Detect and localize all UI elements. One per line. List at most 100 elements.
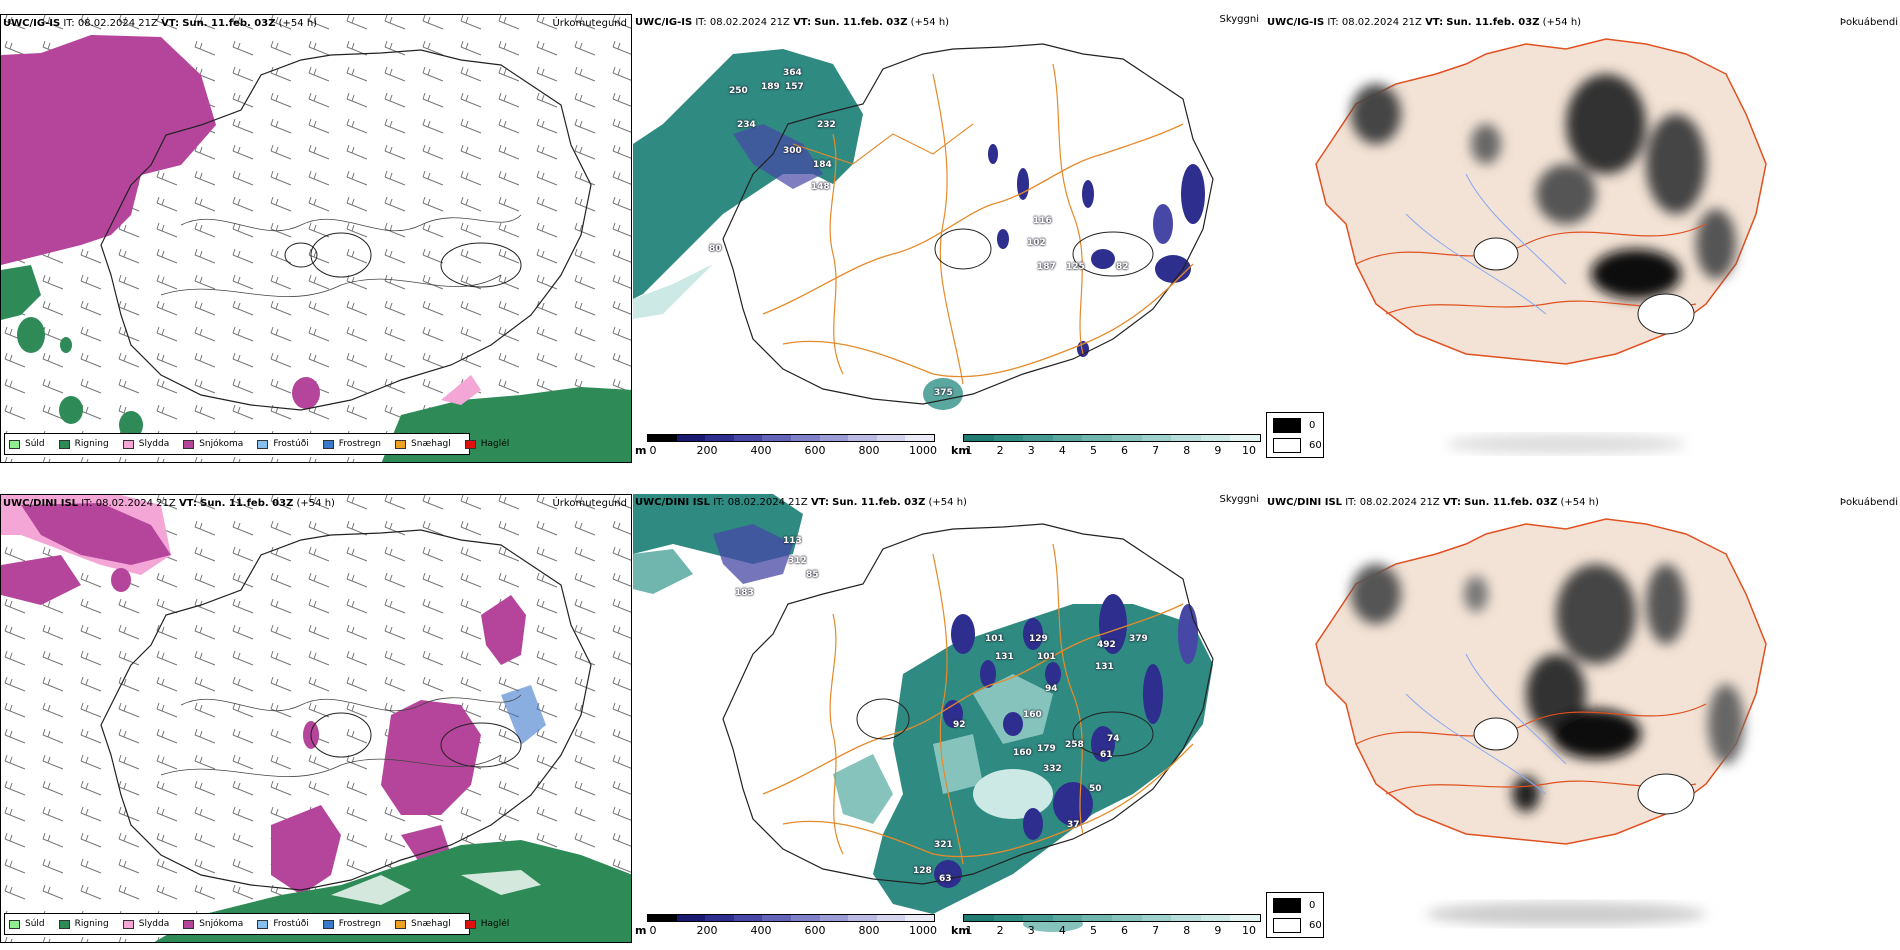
visibility-value-label: 492: [1097, 640, 1116, 650]
cloud-map-top: [1315, 38, 1767, 454]
vis-map-top: [633, 43, 1214, 410]
scale-tick: 9: [1214, 444, 1222, 457]
scale-tick: 200: [696, 444, 718, 457]
vt-value: Sun. 11.feb. 03Z: [1446, 17, 1540, 28]
it-value: 08.02.2024 21Z: [709, 17, 790, 28]
precip-legend-bottom: Súld Rigning Slydda Snjókoma Frostúði Frostre…: [4, 913, 509, 935]
legend-item: Rigning: [58, 439, 109, 449]
legend-label: Snæhagl: [411, 439, 451, 449]
cloud-legend-row: 0: [1273, 418, 1315, 433]
field-name: Skyggni: [1219, 14, 1259, 25]
legend-swatch: [395, 919, 407, 929]
visibility-value-label: 160: [1023, 710, 1042, 720]
legend-label: Frostúði: [273, 439, 309, 449]
visibility-value-label: 183: [735, 588, 754, 598]
visibility-value-label: 250: [729, 86, 748, 96]
legend-swatch: [58, 919, 70, 929]
visibility-value-label: 116: [1033, 216, 1052, 226]
vt-label: VT:: [161, 18, 180, 29]
scale-tick: 8: [1183, 444, 1191, 457]
field-name: Úrkomutegund: [552, 498, 627, 509]
it-value: 08.02.2024 21Z: [1341, 17, 1422, 28]
visibility-value-label: 94: [1045, 684, 1058, 694]
vis-header-bottom: UWC/DINI ISL IT: 08.02.2024 21Z VT: Sun.…: [635, 497, 967, 509]
legend-label: Slydda: [138, 439, 170, 449]
visibility-value-label: 160: [1013, 748, 1032, 758]
visibility-value-label: 187: [1037, 262, 1056, 272]
legend-swatch: [395, 439, 407, 449]
vt-value: Sun. 11.feb. 03Z: [1464, 497, 1558, 508]
legend-label: Haglél: [480, 919, 510, 929]
cloud-legend-swatch: [1273, 418, 1301, 433]
visibility-value-label: 148: [811, 182, 830, 192]
it-label: IT:: [81, 498, 93, 509]
legend-label: Frostregn: [338, 439, 382, 449]
vt-value: Sun. 11.feb. 03Z: [200, 498, 294, 509]
precip-panel-top: UWC/IG-IS IT: 08.02.2024 21Z VT: Sun. 11…: [0, 14, 632, 463]
legend-swatch: [464, 439, 476, 449]
model-name: UWC/DINI ISL: [1267, 497, 1343, 508]
scale-tick: 400: [750, 444, 772, 457]
visibility-value-label: 101: [1037, 652, 1056, 662]
visibility-value-label: 129: [1029, 634, 1048, 644]
vis-header-top: UWC/IG-IS IT: 08.02.2024 21Z VT: Sun. 11…: [635, 17, 949, 29]
visibility-value-label: 312: [788, 556, 807, 566]
visibility-value-label: 189: [761, 82, 780, 92]
scale-tick: 1: [965, 444, 973, 457]
it-label: IT:: [1345, 497, 1357, 508]
legend-swatch: [58, 439, 70, 449]
visibility-value-label: 375: [934, 388, 953, 398]
legend-label: Frostregn: [338, 919, 382, 929]
height-scale-bottom: m 0 200 400 600 800 1000: [635, 914, 937, 943]
scale-tick: 1: [965, 924, 973, 937]
scale-tick: 0: [649, 924, 657, 937]
lead-time: (+54 h): [1560, 497, 1599, 508]
vt-label: VT:: [1442, 497, 1461, 508]
legend-item: Súld: [9, 919, 45, 929]
legend-swatch: [183, 919, 195, 929]
scale-tick: 7: [1152, 444, 1160, 457]
visibility-value-label: 184: [813, 160, 832, 170]
model-name: UWC/IG-IS: [3, 18, 61, 29]
scale-tick: 1000: [909, 924, 937, 937]
cloud-legend-swatch: [1273, 918, 1301, 933]
visibility-value-label: 234: [737, 120, 756, 130]
it-label: IT:: [713, 497, 725, 508]
legend-item: Frostregn: [322, 919, 382, 929]
cloud-header-top: UWC/IG-IS IT: 08.02.2024 21Z VT: Sun. 11…: [1267, 17, 1581, 29]
legend-item: Snæhagl: [395, 439, 451, 449]
lead-time: (+54 h): [296, 498, 335, 509]
legend-label: Súld: [25, 919, 45, 929]
visibility-value-label: 131: [995, 652, 1014, 662]
legend-item: Frostúði: [257, 919, 309, 929]
cloud-map-bottom: [1315, 518, 1767, 926]
scale-tick: 600: [804, 444, 826, 457]
scale-tick: 4: [1058, 924, 1066, 937]
scale-unit: km: [951, 444, 970, 457]
vis-panel-bottom: UWC/DINI ISL IT: 08.02.2024 21Z VT: Sun.…: [633, 494, 1265, 943]
scale-tick: 10: [1242, 444, 1256, 457]
it-label: IT:: [1327, 17, 1339, 28]
scale-tick: 7: [1152, 924, 1160, 937]
visibility-value-label: 37: [1067, 820, 1080, 830]
cloud-header-bottom: UWC/DINI ISL IT: 08.02.2024 21Z VT: Sun.…: [1267, 497, 1599, 509]
scale-tick: 600: [804, 924, 826, 937]
visibility-value-label: 300: [783, 146, 802, 156]
precip-map-bottom: [1, 495, 631, 942]
it-value: 08.02.2024 21Z: [727, 497, 808, 508]
it-value: 08.02.2024 21Z: [1359, 497, 1440, 508]
vis-panel-top: UWC/IG-IS IT: 08.02.2024 21Z VT: Sun. 11…: [633, 14, 1265, 463]
field-name: Þokuábendi: [1839, 497, 1898, 508]
precip-header-bottom: UWC/DINI ISL IT: 08.02.2024 21Z VT: Sun.…: [3, 498, 335, 510]
cloud-legend-bottom: 0 60: [1266, 892, 1324, 938]
legend-swatch: [183, 439, 195, 449]
cloud-legend-label: 60: [1309, 920, 1322, 931]
legend-item: Snjókoma: [183, 919, 243, 929]
legend-item: Súld: [9, 439, 45, 449]
vt-value: Sun. 11.feb. 03Z: [814, 17, 908, 28]
legend-item: Snjókoma: [183, 439, 243, 449]
cloud-panel-bottom: UWC/DINI ISL IT: 08.02.2024 21Z VT: Sun.…: [1266, 494, 1900, 943]
visibility-value-label: 102: [1027, 238, 1046, 248]
visibility-value-label: 232: [817, 120, 836, 130]
lead-time: (+54 h): [1542, 17, 1582, 28]
